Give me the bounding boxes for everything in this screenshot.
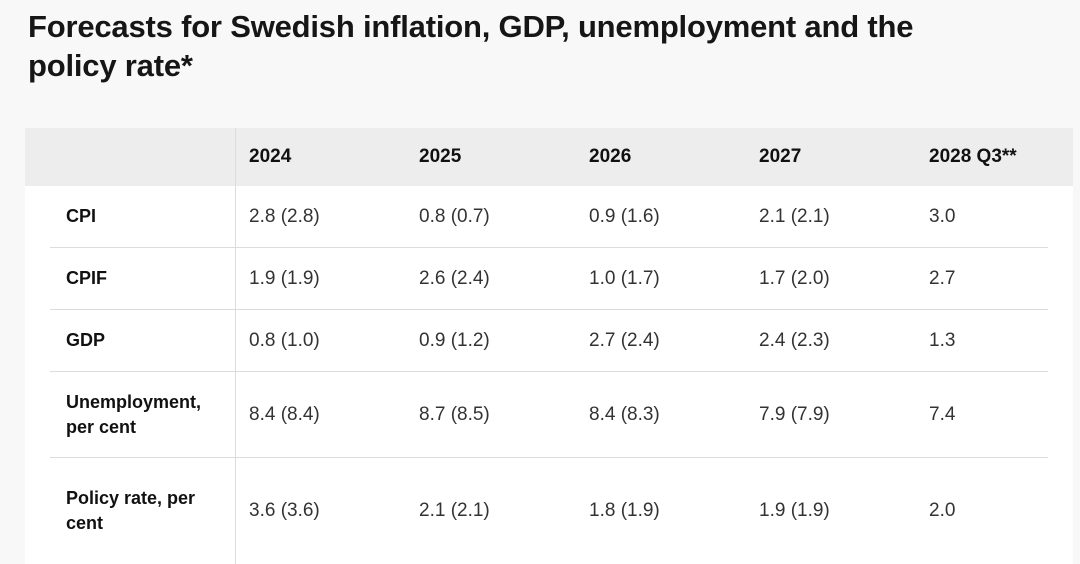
table-cell: 3.6 (3.6) [249, 500, 320, 521]
table-cell: 2.6 (2.4) [419, 268, 490, 289]
table-cell: 1.7 (2.0) [759, 268, 830, 289]
table-cell: 0.9 (1.2) [419, 330, 490, 351]
table-cell: 2.0 [929, 500, 956, 521]
table-row: Unemployment, per cent 8.4 (8.4) 8.7 (8.… [25, 372, 1073, 458]
column-header-2027: 2027 [759, 146, 802, 167]
table-corner-cell [25, 128, 235, 186]
table-cell: 1.3 [929, 330, 956, 351]
table-row: CPI 2.8 (2.8) 0.8 (0.7) 0.9 (1.6) 2.1 (2… [25, 186, 1073, 248]
row-label-cpif: CPIF [66, 268, 108, 289]
table-cell: 2.1 (2.1) [419, 500, 490, 521]
column-header-2028-q3: 2028 Q3** [929, 146, 1017, 167]
row-label-unemployment: Unemployment, per cent [66, 391, 202, 437]
table-cell: 0.9 (1.6) [589, 206, 660, 227]
table-cell: 7.4 [929, 404, 956, 425]
table-cell: 1.8 (1.9) [589, 500, 660, 521]
table-cell: 3.0 [929, 206, 956, 227]
forecast-table: 2024 2025 2026 2027 2028 Q3** CPI 2.8 (2… [25, 128, 1073, 564]
column-header-2024: 2024 [249, 146, 292, 167]
table-row: CPIF 1.9 (1.9) 2.6 (2.4) 1.0 (1.7) 1.7 (… [25, 248, 1073, 310]
column-header-2026: 2026 [589, 146, 632, 167]
table-cell: 2.8 (2.8) [249, 206, 320, 227]
table-cell: 8.7 (8.5) [419, 404, 490, 425]
table-cell: 2.1 (2.1) [759, 206, 830, 227]
column-divider-line [235, 128, 236, 564]
table-cell: 1.0 (1.7) [589, 268, 660, 289]
table-cell: 8.4 (8.4) [249, 404, 320, 425]
table-cell: 7.9 (7.9) [759, 404, 830, 425]
page-title: Forecasts for Swedish inflation, GDP, un… [28, 9, 914, 83]
column-header-2025: 2025 [419, 146, 462, 167]
table-row: GDP 0.8 (1.0) 0.9 (1.2) 2.7 (2.4) 2.4 (2… [25, 310, 1073, 372]
table-cell: 1.9 (1.9) [759, 500, 830, 521]
row-label-cpi: CPI [66, 206, 97, 227]
table-cell: 2.7 (2.4) [589, 330, 660, 351]
table-cell: 2.7 [929, 268, 956, 289]
table-cell: 1.9 (1.9) [249, 268, 320, 289]
table-header-row: 2024 2025 2026 2027 2028 Q3** [25, 128, 1073, 186]
table-cell: 0.8 (0.7) [419, 206, 490, 227]
table-cell: 8.4 (8.3) [589, 404, 660, 425]
table-cell: 0.8 (1.0) [249, 330, 320, 351]
table-row: Policy rate, per cent 3.6 (3.6) 2.1 (2.1… [25, 458, 1073, 564]
row-label-policy-rate: Policy rate, per cent [66, 487, 196, 533]
table-cell: 2.4 (2.3) [759, 330, 830, 351]
row-label-gdp: GDP [66, 330, 106, 351]
